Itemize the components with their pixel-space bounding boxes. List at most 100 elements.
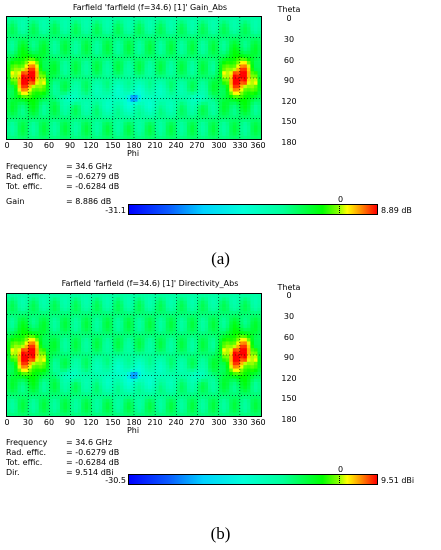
heatmap-cell bbox=[155, 105, 159, 109]
heatmap-cell bbox=[123, 33, 128, 38]
heatmap-cell bbox=[193, 33, 198, 38]
info-key: Tot. effic. bbox=[6, 182, 43, 191]
heatmap-cell bbox=[98, 115, 103, 119]
heatmap-cell bbox=[253, 385, 258, 390]
heatmap-cell bbox=[98, 61, 103, 65]
heatmap-cell bbox=[148, 382, 152, 386]
heatmap-cell bbox=[158, 338, 163, 342]
heatmap-cell bbox=[14, 91, 18, 96]
heatmap-cell bbox=[49, 54, 54, 58]
heatmap-cell bbox=[81, 321, 85, 325]
heatmap-cell bbox=[14, 20, 18, 25]
heatmap-cell bbox=[42, 101, 47, 106]
heatmap-cell bbox=[56, 314, 61, 319]
heatmap-cell bbox=[24, 98, 29, 103]
heatmap-cell bbox=[169, 375, 174, 380]
heatmap-cell bbox=[211, 37, 216, 42]
heatmap-cell bbox=[197, 371, 202, 376]
heatmap-cell bbox=[201, 101, 205, 106]
heatmap-cell bbox=[119, 344, 124, 349]
heatmap-cell bbox=[49, 122, 54, 126]
heatmap-cell bbox=[144, 88, 149, 92]
heatmap-cell bbox=[77, 382, 82, 386]
heatmap-cell bbox=[59, 321, 64, 325]
heatmap-cell bbox=[88, 33, 92, 38]
heatmap-cell bbox=[42, 84, 47, 89]
heatmap-cell bbox=[229, 317, 234, 322]
heatmap-cell bbox=[77, 402, 82, 407]
heatmap-cell bbox=[112, 88, 117, 92]
heatmap-cell bbox=[105, 74, 110, 79]
heatmap-cell bbox=[56, 399, 61, 403]
heatmap-cell bbox=[201, 17, 205, 21]
heatmap-cell bbox=[204, 81, 209, 86]
heatmap-cell bbox=[126, 33, 131, 38]
heatmap-cell bbox=[56, 402, 61, 407]
heatmap-cell bbox=[148, 17, 152, 21]
heatmap-cell bbox=[186, 111, 191, 116]
heatmap-cell bbox=[243, 395, 248, 400]
heatmap-cell bbox=[7, 23, 11, 28]
heatmap-cell bbox=[84, 54, 89, 58]
heatmap-cell bbox=[148, 392, 152, 396]
heatmap-cell bbox=[91, 111, 96, 116]
heatmap-cell bbox=[66, 115, 71, 119]
heatmap-cell bbox=[70, 304, 75, 308]
heatmap-cell bbox=[250, 388, 255, 393]
heatmap-cell bbox=[123, 388, 128, 393]
heatmap-cell bbox=[186, 334, 191, 339]
heatmap-cell bbox=[155, 54, 159, 58]
heatmap-cell bbox=[225, 361, 230, 366]
heatmap-cell bbox=[222, 94, 227, 99]
heatmap-cell bbox=[186, 27, 191, 31]
heatmap-cell bbox=[112, 395, 117, 400]
heatmap-cell bbox=[141, 44, 145, 48]
heatmap-cell bbox=[98, 47, 103, 52]
heatmap-cell bbox=[222, 81, 227, 86]
heatmap-cell bbox=[239, 300, 244, 305]
heatmap-cell bbox=[70, 118, 75, 123]
heatmap-cell bbox=[229, 105, 234, 109]
heatmap-cell bbox=[232, 44, 237, 48]
heatmap-cell bbox=[176, 348, 181, 352]
heatmap-cell bbox=[236, 399, 241, 403]
heatmap-cell bbox=[21, 44, 25, 48]
heatmap-cell bbox=[123, 50, 128, 55]
heatmap-cell bbox=[250, 351, 255, 356]
heatmap-cell bbox=[7, 105, 11, 109]
heatmap-cell bbox=[10, 111, 15, 116]
heatmap-cell bbox=[190, 23, 195, 28]
heatmap-cell bbox=[236, 88, 241, 92]
heatmap-cell bbox=[179, 327, 184, 332]
heatmap-cell bbox=[81, 84, 85, 89]
heatmap-cell bbox=[179, 54, 184, 58]
heatmap-cell bbox=[21, 54, 25, 58]
heatmap-cell bbox=[59, 54, 64, 58]
heatmap-cell bbox=[137, 375, 142, 380]
heatmap-cell bbox=[116, 23, 121, 28]
heatmap-cell bbox=[151, 23, 156, 28]
heatmap-cell bbox=[74, 351, 78, 356]
heatmap-cell bbox=[137, 321, 142, 325]
heatmap-cell bbox=[144, 74, 149, 79]
heatmap-cell bbox=[183, 338, 188, 342]
heatmap-cell bbox=[45, 108, 50, 113]
heatmap-cell bbox=[123, 101, 128, 106]
heatmap-cell bbox=[243, 44, 248, 48]
heatmap-cell bbox=[151, 331, 156, 335]
heatmap-cell bbox=[208, 91, 212, 96]
heatmap-cell bbox=[169, 358, 174, 363]
heatmap-cell bbox=[31, 94, 36, 99]
heatmap-cell bbox=[31, 50, 36, 55]
heatmap-cell bbox=[162, 334, 167, 339]
heatmap-cell bbox=[38, 57, 43, 62]
heatmap-cell bbox=[130, 382, 135, 386]
heatmap-cell bbox=[172, 348, 177, 352]
heatmap-cell bbox=[144, 84, 149, 89]
heatmap-cell bbox=[17, 91, 22, 96]
heatmap-cell bbox=[84, 27, 89, 31]
heatmap-cell bbox=[201, 40, 205, 45]
heatmap-cell bbox=[59, 338, 64, 342]
heatmap-cell bbox=[123, 122, 128, 126]
heatmap-cell bbox=[31, 27, 36, 31]
